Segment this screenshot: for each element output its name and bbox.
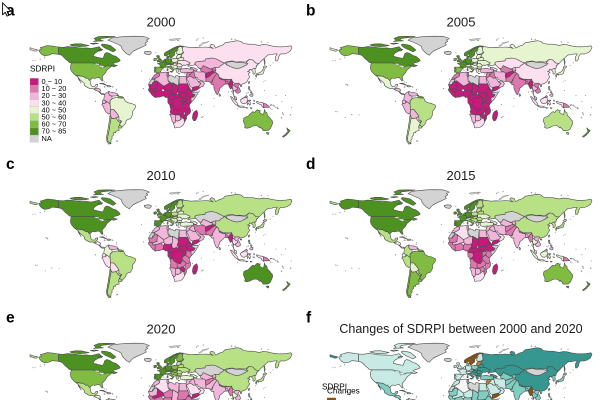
svg-text:b: b [306,3,315,20]
svg-text:SDRPI: SDRPI [322,383,347,392]
svg-text:Changes: Changes [327,387,360,396]
svg-text:d: d [306,156,315,173]
svg-text:10 ~ 20: 10 ~ 20 [42,84,67,93]
svg-text:40 ~ 50: 40 ~ 50 [42,105,67,114]
svg-text:Changes of SDRPI between 2000: Changes of SDRPI between 2000 and 2020 [339,322,582,336]
svg-text:50 ~ 60: 50 ~ 60 [42,113,67,122]
svg-text:60 ~ 70: 60 ~ 70 [42,120,67,129]
svg-text:SDRPI: SDRPI [30,65,55,74]
svg-text:30 ~ 40: 30 ~ 40 [42,98,67,107]
svg-text:20 ~ 30: 20 ~ 30 [42,91,67,100]
svg-text:2000: 2000 [147,15,176,30]
svg-text:e: e [6,310,15,327]
svg-text:2010: 2010 [147,168,176,183]
svg-text:0 ~ 10: 0 ~ 10 [42,77,63,86]
svg-text:NA: NA [42,134,52,143]
svg-text:2015: 2015 [447,168,476,183]
svg-text:c: c [6,156,15,173]
svg-text:70 ~ 85: 70 ~ 85 [42,127,67,136]
svg-text:2005: 2005 [447,15,476,30]
svg-text:f: f [306,310,312,327]
svg-text:2020: 2020 [147,322,176,337]
